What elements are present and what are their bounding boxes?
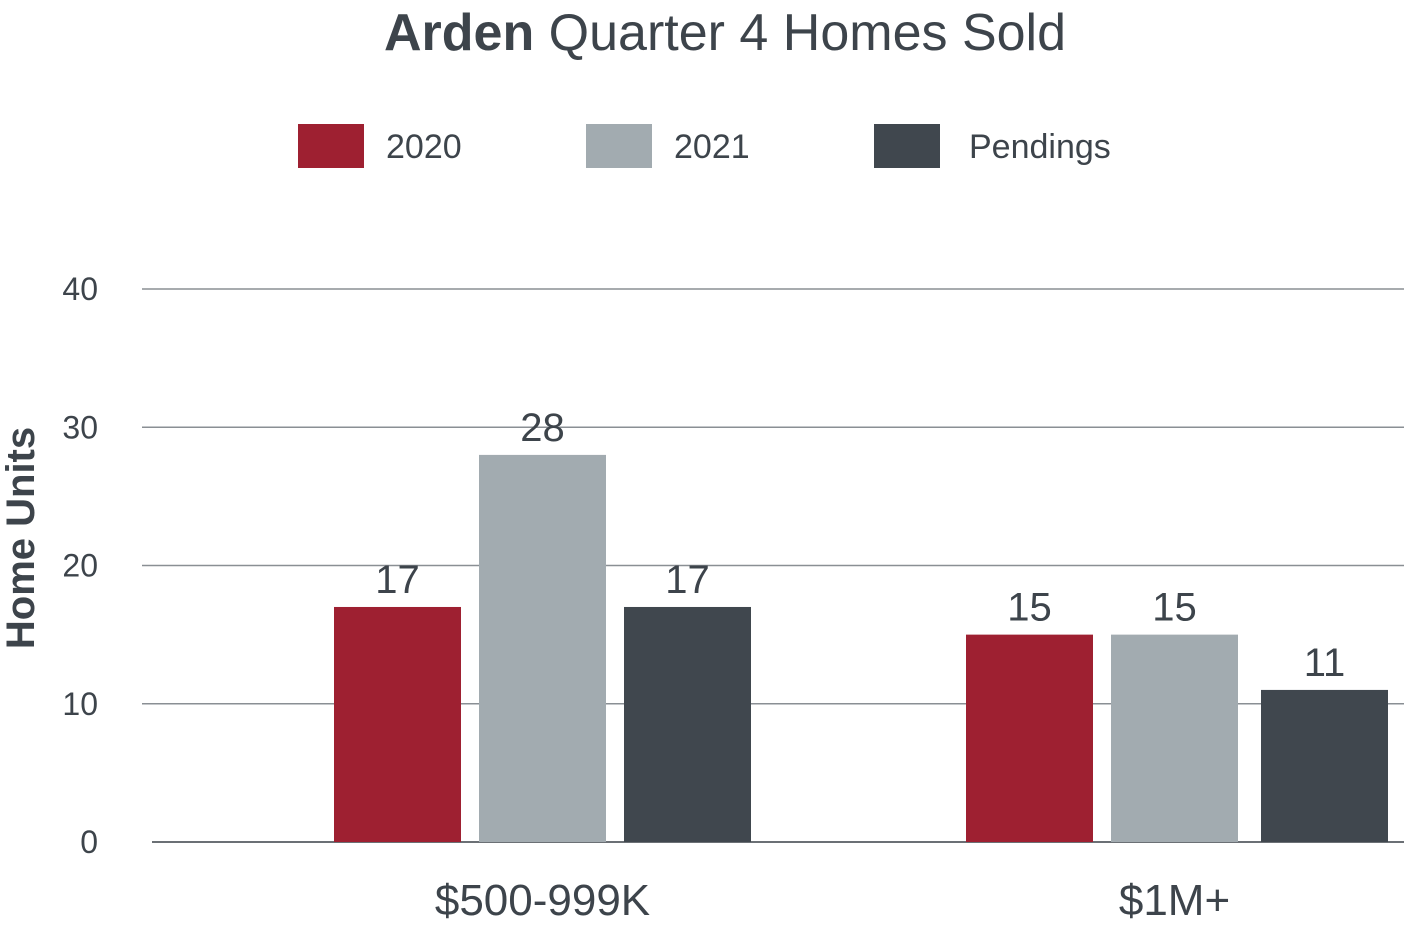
legend-label: 2020 xyxy=(386,128,462,166)
y-axis-ticks: 0 10 20 30 40 xyxy=(62,271,98,860)
legend-label: Pendings xyxy=(969,128,1111,166)
legend-label: 2021 xyxy=(674,128,750,166)
legend: 2020 2021 Pendings xyxy=(298,124,1111,168)
bar xyxy=(334,606,461,842)
bar xyxy=(1261,689,1388,842)
bars xyxy=(334,454,1388,842)
data-label: 17 xyxy=(375,558,420,602)
chart-title-rest: Quarter 4 Homes Sold xyxy=(534,4,1066,62)
x-category-label: $500-999K xyxy=(435,876,650,925)
data-label: 15 xyxy=(1152,586,1197,630)
data-labels: 17 28 17 15 15 11 xyxy=(375,406,1345,685)
y-tick-label: 30 xyxy=(62,409,98,445)
chart-title: Arden Quarter 4 Homes Sold xyxy=(384,4,1066,62)
data-label: 28 xyxy=(520,406,565,450)
y-tick-label: 40 xyxy=(62,271,98,307)
legend-swatch xyxy=(874,124,940,168)
bar xyxy=(1111,634,1238,842)
bar xyxy=(479,454,606,842)
data-label: 15 xyxy=(1007,586,1052,630)
y-tick-label: 10 xyxy=(62,686,98,722)
chart-title-bold: Arden xyxy=(384,4,534,62)
data-label: 11 xyxy=(1304,641,1346,685)
x-category-label: $1M+ xyxy=(1119,876,1230,925)
y-axis-label: Home Units xyxy=(0,427,43,649)
legend-swatch xyxy=(586,124,652,168)
data-label: 17 xyxy=(665,558,710,602)
bar xyxy=(624,606,751,842)
category-labels: $500-999K $1M+ xyxy=(435,876,1230,925)
y-tick-label: 0 xyxy=(80,824,98,860)
legend-swatch xyxy=(298,124,364,168)
y-tick-label: 20 xyxy=(62,548,98,584)
bar xyxy=(966,634,1093,842)
